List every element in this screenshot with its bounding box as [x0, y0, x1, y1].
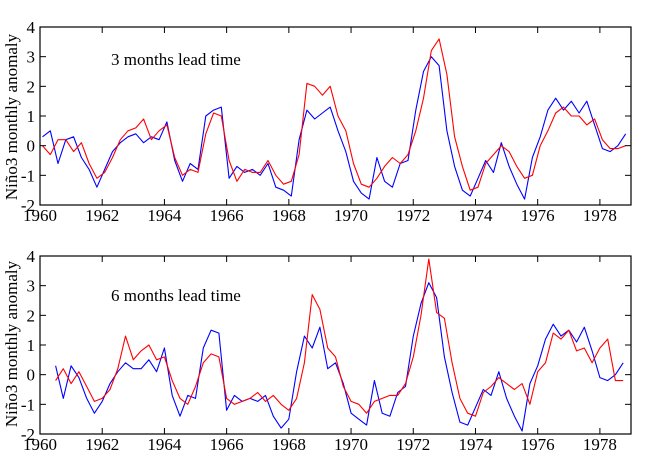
y-axis-label-top: Niño3 monthly anomaly: [2, 33, 21, 200]
x-tick-label: 1974: [458, 435, 493, 454]
x-tick-label: 1970: [334, 206, 368, 225]
x-tick-label: 1970: [334, 435, 368, 454]
panel-3-month-lead: 1960 1962 1964 1966 1968 1970 1972 1974 1976 1978…: [21, 18, 632, 225]
series-line-red: [55, 258, 624, 417]
x-tick-label: 1964: [147, 206, 182, 225]
x-tick-label: 1978: [583, 435, 617, 454]
x-tick-label: 1972: [396, 435, 430, 454]
x-tick-label: 1966: [210, 206, 244, 225]
x-tick-label: 1972: [396, 206, 430, 225]
x-tick-label: 1960: [23, 206, 57, 225]
y-tick-label: 3: [27, 48, 36, 67]
y-tick-label: -2: [21, 196, 35, 215]
x-tick-label: 1974: [458, 206, 493, 225]
lead-time-annotation: 3 months lead time: [111, 50, 241, 69]
y-tick-label: 4: [27, 247, 36, 266]
y-tick-label: 3: [27, 277, 36, 296]
y-tick-label: 2: [27, 306, 36, 325]
y-tick-label: 0: [27, 137, 36, 156]
y-tick-label: 0: [27, 366, 36, 385]
x-tick-label: 1962: [85, 435, 119, 454]
y-tick-label: -2: [21, 425, 35, 444]
x-tick-label: 1978: [583, 206, 617, 225]
x-tick-label: 1968: [272, 206, 306, 225]
x-tick-label: 1960: [23, 435, 57, 454]
lead-time-annotation: 6 months lead time: [111, 286, 241, 305]
y-tick-label: 1: [27, 336, 36, 355]
x-tick-label: 1962: [85, 206, 119, 225]
series-line-red: [42, 38, 626, 191]
x-tick-label: 1968: [272, 435, 306, 454]
series-line-blue: [42, 56, 627, 200]
y-axis-label-bottom: Niño3 monthly anomaly: [2, 260, 21, 427]
panel-6-month-lead: 1960 1962 1964 1966 1968 1970 1972 1974 1976 1978…: [21, 247, 632, 454]
y-tick-label: 1: [27, 107, 36, 126]
x-tick-label: 1976: [521, 206, 555, 225]
y-tick-label: 4: [27, 18, 36, 37]
y-tick-label: -1: [21, 395, 35, 414]
y-tick-label: -1: [21, 166, 35, 185]
x-tick-label: 1964: [147, 435, 182, 454]
y-tick-label: 2: [27, 77, 36, 96]
x-tick-label: 1966: [210, 435, 244, 454]
x-tick-label: 1976: [521, 435, 555, 454]
